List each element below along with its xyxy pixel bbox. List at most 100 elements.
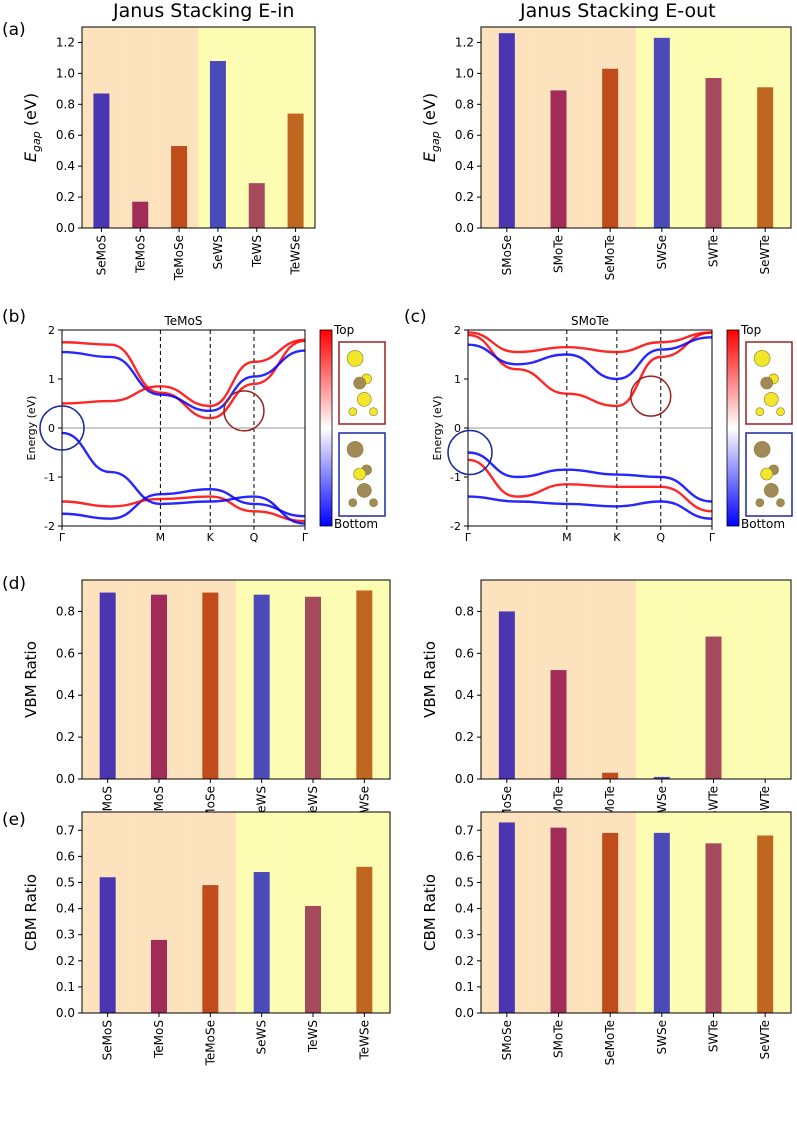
y-tick-label: 0.6 <box>56 849 75 863</box>
charge-density-icon <box>760 376 774 390</box>
axes-frame <box>467 329 713 527</box>
bar <box>93 93 110 228</box>
x-tick-label: Γ <box>59 531 66 544</box>
y-tick-label: 0.8 <box>455 604 474 618</box>
x-tick-label: SWTe <box>707 1020 721 1052</box>
x-tick-label: SeWTe <box>758 1020 772 1060</box>
y-tick-label: 0.4 <box>455 902 474 916</box>
y-tick-label: 0.2 <box>56 190 75 204</box>
axes-frame <box>480 811 792 1014</box>
bar <box>99 877 116 1013</box>
x-tick-label: K <box>613 531 621 544</box>
y-tick-label: 0.8 <box>455 97 474 111</box>
y-tick-label: 0.0 <box>455 772 474 786</box>
y-tick-label: 0.6 <box>455 849 474 863</box>
x-tick-label: SWSe <box>655 235 669 269</box>
y-axis-label: CBM Ratio <box>421 874 439 951</box>
bar <box>653 832 670 1013</box>
y-tick-label: 0.4 <box>56 688 75 702</box>
band-line <box>467 495 713 520</box>
x-tick-label: M <box>156 531 166 544</box>
x-tick-label: TeWS <box>306 1020 320 1053</box>
bar <box>202 885 219 1013</box>
band-line <box>467 336 713 381</box>
band-line <box>467 331 713 408</box>
atom-icon <box>763 392 779 407</box>
bar <box>498 33 515 228</box>
y-tick-label: 0.3 <box>455 928 474 942</box>
y-tick-label: 2 <box>454 324 461 337</box>
charge-density-icon <box>760 467 774 481</box>
bar <box>202 592 219 779</box>
y-tick-label: 0.7 <box>455 823 474 837</box>
background-region <box>636 580 688 779</box>
y-tick-label: 0.0 <box>455 1006 474 1020</box>
y-tick-label: 0.0 <box>56 221 75 235</box>
y-tick-label: 0.2 <box>56 954 75 968</box>
atom-icon <box>369 407 378 417</box>
colorbar-bottom-label: Bottom <box>334 517 378 531</box>
bar <box>653 776 670 779</box>
bar <box>602 832 619 1013</box>
x-tick-label: SeMoS <box>101 1020 115 1060</box>
axes-frame <box>480 579 792 780</box>
panel-label-e: (e) <box>2 810 26 830</box>
atom-icon <box>348 498 358 508</box>
x-tick-label: TeMoSe <box>172 235 186 281</box>
x-tick-label: TeWSe <box>357 1020 371 1061</box>
band-line <box>61 338 306 408</box>
x-tick-label: Γ <box>302 531 309 544</box>
right-column-title: Janus Stacking E-out <box>520 0 716 22</box>
x-tick-label: SeWTe <box>758 235 772 275</box>
colorbar <box>319 329 333 527</box>
band-title: SMoTe <box>571 314 609 328</box>
x-tick-label: SeWS <box>255 1020 269 1054</box>
bar <box>757 87 774 228</box>
y-tick-label: 0.4 <box>56 159 75 173</box>
x-tick-label: SWTe <box>707 786 721 818</box>
bar <box>356 590 373 779</box>
y-tick-label: 0.2 <box>56 730 75 744</box>
colorbar <box>726 329 740 527</box>
y-tick-label: 0.3 <box>56 928 75 942</box>
y-tick-label: 1.2 <box>455 35 474 49</box>
y-tick-label: 2 <box>48 324 55 337</box>
atom-icon <box>776 407 785 417</box>
panel-label-a: (a) <box>2 20 26 40</box>
atom-icon <box>776 498 785 508</box>
y-tick-label: 0.0 <box>56 772 75 786</box>
panel-label-b: (b) <box>2 307 27 327</box>
axes-frame <box>480 26 792 229</box>
band-line <box>467 458 713 513</box>
y-tick-label: 0.5 <box>56 875 75 889</box>
x-tick-label: TeMoSe <box>203 1020 217 1066</box>
y-tick-label: 0.6 <box>56 128 75 142</box>
cbm-circle <box>630 375 672 417</box>
background-region <box>120 27 160 228</box>
y-tick-label: 0.1 <box>56 980 75 994</box>
y-tick-label: 0.8 <box>56 97 75 111</box>
bar <box>757 835 774 1013</box>
x-tick-label: SeMoTe <box>603 1020 617 1065</box>
x-tick-label: SMoTe <box>552 235 566 273</box>
bar <box>209 61 226 229</box>
y-tick-label: 0.4 <box>455 688 474 702</box>
atom-icon <box>348 407 358 417</box>
atom-icon <box>356 392 372 407</box>
y-tick-label: 0.2 <box>455 190 474 204</box>
band-line <box>467 331 713 354</box>
bar <box>705 636 722 779</box>
x-tick-label: M <box>562 531 572 544</box>
bar <box>602 772 619 779</box>
x-tick-label: SeMoTe <box>603 235 617 280</box>
band-line <box>61 339 306 420</box>
y-tick-label: 0.6 <box>56 646 75 660</box>
y-tick-label: -1 <box>44 471 55 484</box>
bar <box>550 90 567 229</box>
charge-density-icon <box>353 376 367 390</box>
atom-icon <box>346 350 364 367</box>
x-tick-label: Γ <box>709 531 716 544</box>
panel-label-c: (c) <box>404 307 427 327</box>
bar <box>171 146 188 228</box>
bar <box>498 822 515 1013</box>
